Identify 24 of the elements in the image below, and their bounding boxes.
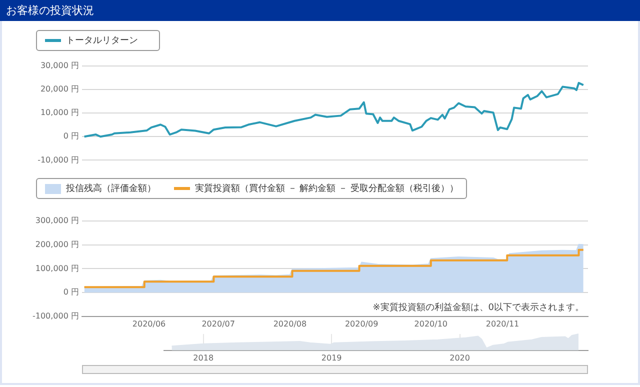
x-tick-label: 2019 (321, 353, 342, 362)
chart-title: お客様の投資状況 (0, 0, 640, 21)
y-tick-label: 200,000 円 (35, 240, 79, 249)
legend-label: 投信残高（評価金額） (66, 182, 156, 195)
x-tick-label: 2020 (450, 353, 470, 362)
x-tick-label: 2020/08 (273, 319, 307, 328)
legend-label: 実質投資額（買付金額 － 解約金額 － 受取分配金額（税引後）） (195, 182, 458, 195)
y-tick-label: 0 円 (63, 288, 79, 297)
y-tick-label: 0 円 (63, 132, 79, 141)
y-tick-label: -100,000 円 (32, 311, 79, 320)
y-tick-label: 100,000 円 (35, 264, 79, 273)
x-tick-label: 2020/10 (414, 319, 448, 328)
x-tick-label: 2020/06 (132, 319, 166, 328)
x-tick-label: 2020/07 (202, 319, 235, 328)
annotation: ※実質投資額の利益金額は、0以下で表示されます。 (372, 302, 584, 314)
x-tick-label: 2018 (193, 353, 214, 362)
y-tick-label: 300,000 円 (35, 216, 79, 226)
y-tick-label: 30,000 円 (40, 61, 79, 70)
y-tick-label: 20,000 円 (40, 84, 79, 94)
x-tick-label: 2020/09 (344, 319, 378, 328)
legend-label: トータルリターン (66, 35, 138, 47)
x-tick-label: 2020/11 (486, 319, 520, 328)
y-tick-label: 10,000 円 (40, 108, 79, 118)
y-tick-label: -10,000 円 (38, 155, 79, 164)
